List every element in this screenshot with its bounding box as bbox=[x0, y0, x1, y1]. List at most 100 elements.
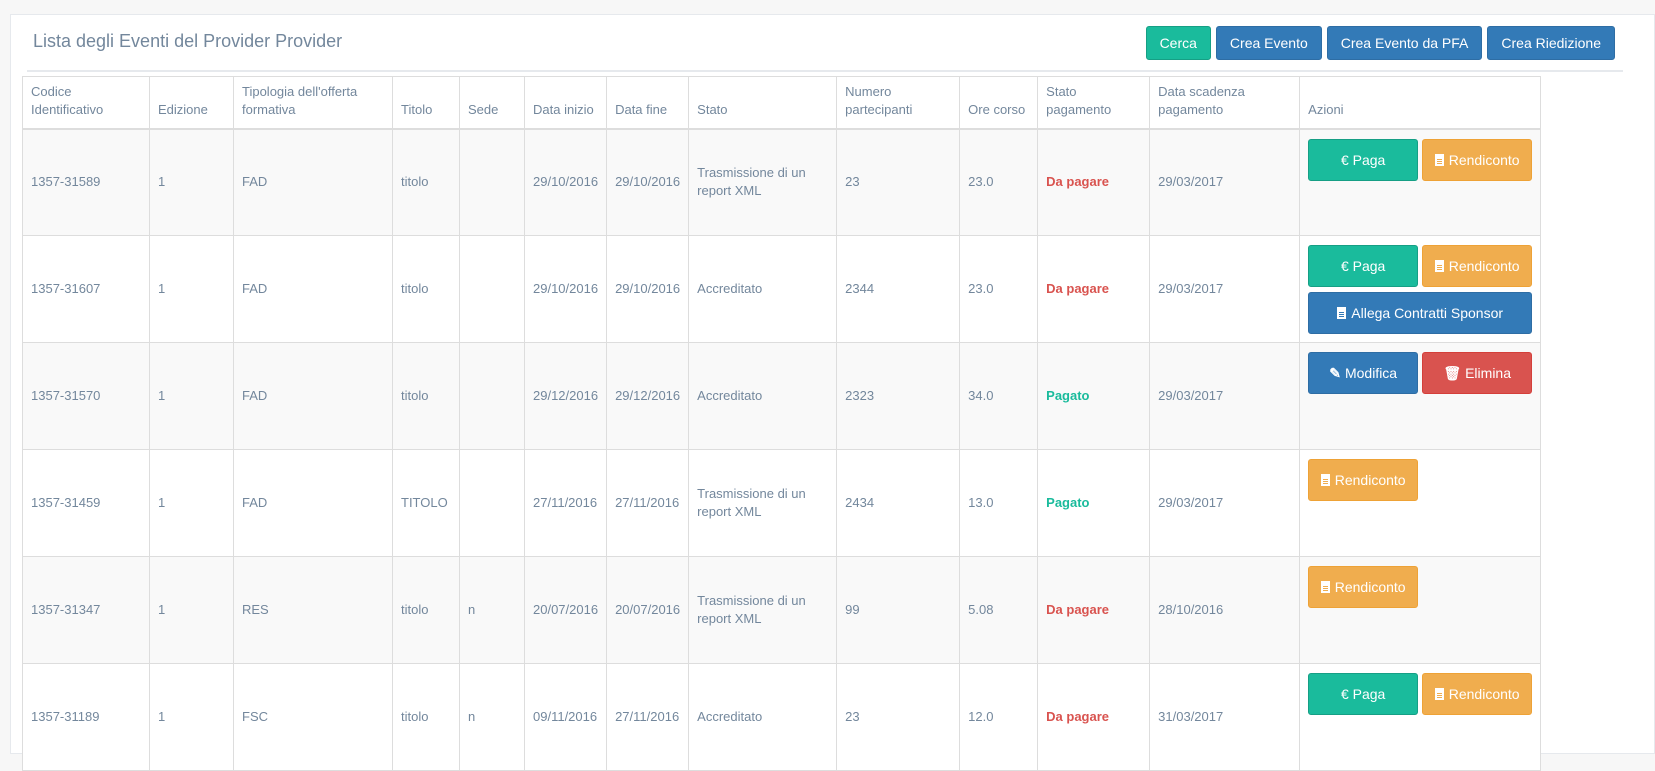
crea-evento-button[interactable]: Crea Evento bbox=[1215, 26, 1322, 60]
cell-sede bbox=[459, 235, 525, 343]
file-icon bbox=[1337, 307, 1347, 319]
cell-tipologia: FAD bbox=[233, 128, 393, 236]
header-stato[interactable]: Stato bbox=[688, 76, 838, 130]
cell-sede: n bbox=[459, 663, 525, 771]
table-row: 1357-31459 1 FAD TITOLO 27/11/2016 27/11… bbox=[22, 449, 1542, 557]
rendiconto-button[interactable]: Rendiconto bbox=[1422, 673, 1533, 715]
cell-ore: 23.0 bbox=[959, 235, 1039, 343]
crea-riedizione-button[interactable]: Crea Riedizione bbox=[1487, 26, 1615, 60]
header-codice[interactable]: Codice Identificativo bbox=[22, 76, 150, 130]
elimina-button[interactable]: 🗑 Elimina bbox=[1422, 352, 1533, 394]
header-titolo[interactable]: Titolo bbox=[392, 76, 460, 130]
cell-partecipanti: 2434 bbox=[836, 449, 961, 557]
panel-header: Lista degli Eventi del Provider Provider… bbox=[27, 15, 1623, 72]
cell-codice: 1357-31570 bbox=[22, 342, 150, 450]
cell-ore: 13.0 bbox=[959, 449, 1039, 557]
modifica-label: Modifica bbox=[1344, 365, 1398, 381]
cell-ore: 5.08 bbox=[959, 556, 1039, 664]
cell-codice: 1357-31347 bbox=[22, 556, 150, 664]
cell-partecipanti: 99 bbox=[836, 556, 961, 664]
cell-edizione: 1 bbox=[149, 342, 234, 450]
cell-titolo: titolo bbox=[392, 235, 460, 343]
rendiconto-button[interactable]: Rendiconto bbox=[1422, 138, 1533, 181]
header-scadenza[interactable]: Data scadenza pagamento bbox=[1149, 76, 1301, 130]
cell-codice: 1357-31589 bbox=[22, 128, 150, 236]
cell-stato-pagamento: Pagato bbox=[1037, 449, 1151, 557]
cell-stato-pagamento: Da pagare bbox=[1037, 128, 1151, 236]
cell-sede bbox=[459, 449, 525, 557]
cell-scadenza: 31/03/2017 bbox=[1149, 663, 1301, 771]
cell-stato-pagamento: Da pagare bbox=[1037, 663, 1151, 771]
cell-codice: 1357-31607 bbox=[22, 235, 150, 343]
cell-data-fine: 29/10/2016 bbox=[606, 235, 690, 343]
file-icon bbox=[1434, 260, 1444, 272]
cell-titolo: titolo bbox=[392, 342, 460, 450]
cell-stato-pagamento: Da pagare bbox=[1037, 235, 1151, 343]
cell-sede: n bbox=[459, 556, 525, 664]
cell-titolo: titolo bbox=[392, 556, 460, 664]
cell-partecipanti: 2323 bbox=[836, 342, 961, 450]
header-stato-pagamento[interactable]: Stato pagamento bbox=[1037, 76, 1151, 130]
cell-azioni: Rendiconto bbox=[1299, 556, 1542, 664]
modifica-button[interactable]: ✎ Modifica bbox=[1308, 352, 1419, 394]
table-row: 1357-31570 1 FAD titolo 29/12/2016 29/12… bbox=[22, 342, 1542, 450]
cell-scadenza: 29/03/2017 bbox=[1149, 449, 1301, 557]
cerca-button[interactable]: Cerca bbox=[1145, 26, 1211, 60]
header-azioni: Azioni bbox=[1299, 76, 1542, 130]
cell-stato: Trasmissione di un report XML bbox=[688, 556, 838, 664]
paga-button[interactable]: € Paga bbox=[1308, 138, 1419, 181]
table-row: 1357-31589 1 FAD titolo 29/10/2016 29/10… bbox=[22, 128, 1542, 236]
header-partecipanti[interactable]: Numero partecipanti bbox=[836, 76, 961, 130]
table-row: 1357-31189 1 FSC titolo n 09/11/2016 27/… bbox=[22, 663, 1542, 771]
header-data-fine[interactable]: Data fine bbox=[606, 76, 690, 130]
rendiconto-label: Rendiconto bbox=[1448, 151, 1520, 168]
toolbar: Cerca Crea Evento Crea Evento da PFA Cre… bbox=[1145, 26, 1615, 60]
paga-button[interactable]: € Paga bbox=[1308, 245, 1419, 287]
crea-evento-pfa-button[interactable]: Crea Evento da PFA bbox=[1326, 26, 1483, 60]
pencil-icon: ✎ bbox=[1329, 364, 1341, 381]
cell-azioni: € Paga Rendiconto Allega Contratti Spons… bbox=[1299, 235, 1542, 343]
events-table: Codice Identificativo Edizione Tipologia… bbox=[22, 76, 1542, 771]
cell-data-fine: 29/12/2016 bbox=[606, 342, 690, 450]
header-edizione[interactable]: Edizione bbox=[149, 76, 234, 130]
cell-sede bbox=[459, 128, 525, 236]
cell-edizione: 1 bbox=[149, 556, 234, 664]
cell-tipologia: RES bbox=[233, 556, 393, 664]
cell-data-inizio: 09/11/2016 bbox=[523, 663, 608, 771]
file-icon bbox=[1434, 153, 1444, 166]
table-row: 1357-31607 1 FAD titolo 29/10/2016 29/10… bbox=[22, 235, 1542, 343]
cell-stato: Trasmissione di un report XML bbox=[688, 449, 838, 557]
page-title: Lista degli Eventi del Provider Provider bbox=[33, 31, 343, 51]
elimina-label: Elimina bbox=[1465, 365, 1511, 381]
cell-data-inizio: 29/12/2016 bbox=[523, 342, 608, 450]
file-icon bbox=[1434, 688, 1444, 700]
cell-ore: 23.0 bbox=[959, 128, 1039, 236]
rendiconto-button[interactable]: Rendiconto bbox=[1308, 459, 1419, 501]
cell-edizione: 1 bbox=[149, 449, 234, 557]
cell-data-fine: 29/10/2016 bbox=[606, 128, 690, 236]
cell-partecipanti: 2344 bbox=[836, 235, 961, 343]
rendiconto-button[interactable]: Rendiconto bbox=[1422, 245, 1533, 287]
cell-codice: 1357-31189 bbox=[22, 663, 150, 771]
cell-azioni: Rendiconto bbox=[1299, 449, 1542, 557]
header-tipologia[interactable]: Tipologia dell'offerta formativa bbox=[233, 76, 393, 130]
cell-partecipanti: 23 bbox=[836, 663, 961, 771]
rendiconto-button[interactable]: Rendiconto bbox=[1308, 566, 1419, 608]
cell-azioni: € Paga Rendiconto bbox=[1299, 128, 1542, 236]
paga-button[interactable]: € Paga bbox=[1308, 673, 1419, 715]
cell-tipologia: FSC bbox=[233, 663, 393, 771]
cell-stato: Accreditato bbox=[688, 663, 838, 771]
allega-contratti-button[interactable]: Allega Contratti Sponsor bbox=[1308, 292, 1533, 334]
header-ore[interactable]: Ore corso bbox=[959, 76, 1039, 130]
cell-azioni: ✎ Modifica 🗑 Elimina bbox=[1299, 342, 1542, 450]
cell-data-fine: 20/07/2016 bbox=[606, 556, 690, 664]
cell-tipologia: FAD bbox=[233, 235, 393, 343]
cell-data-inizio: 29/10/2016 bbox=[523, 128, 608, 236]
header-sede[interactable]: Sede bbox=[459, 76, 525, 130]
cell-scadenza: 28/10/2016 bbox=[1149, 556, 1301, 664]
cell-ore: 34.0 bbox=[959, 342, 1039, 450]
table-header-row: Codice Identificativo Edizione Tipologia… bbox=[22, 76, 1542, 130]
header-data-inizio[interactable]: Data inizio bbox=[523, 76, 608, 130]
cell-data-fine: 27/11/2016 bbox=[606, 449, 690, 557]
trash-icon: 🗑 bbox=[1443, 364, 1462, 381]
